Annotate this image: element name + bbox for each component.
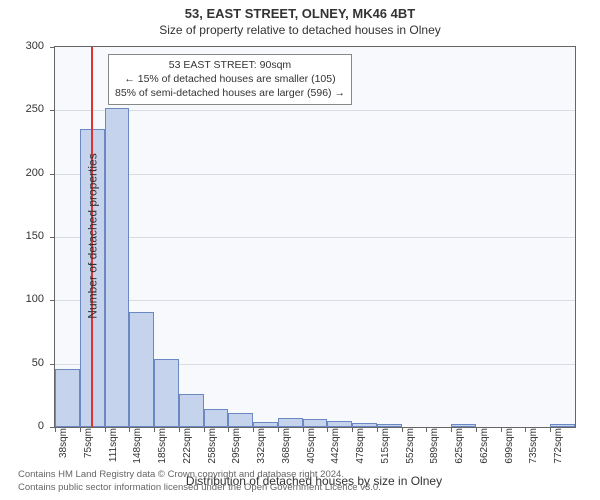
xtick-label: 295sqm (231, 428, 242, 464)
xtick-label: 552sqm (405, 428, 416, 464)
xtick-mark (253, 427, 254, 432)
histogram-bar (550, 424, 575, 427)
ytick-mark (50, 364, 55, 365)
xtick-mark (377, 427, 378, 432)
ytick-label: 150 (4, 230, 44, 242)
xtick-mark (501, 427, 502, 432)
xtick-mark (80, 427, 81, 432)
xtick-mark (129, 427, 130, 432)
xtick-label: 222sqm (182, 428, 193, 464)
xtick-mark (204, 427, 205, 432)
ytick-label: 0 (4, 420, 44, 432)
footer-line2: Contains public sector information licen… (18, 482, 381, 494)
histogram-bar (352, 423, 377, 427)
xtick-label: 772sqm (553, 428, 564, 464)
histogram-bar (129, 312, 154, 427)
xtick-mark (451, 427, 452, 432)
y-axis-label: Number of detached properties (86, 153, 100, 318)
xtick-label: 75sqm (83, 428, 94, 458)
histogram-bar (204, 409, 229, 427)
gridline (55, 237, 575, 238)
xtick-label: 38sqm (58, 428, 69, 458)
ytick-label: 250 (4, 103, 44, 115)
annotation-line2: ← 15% of detached houses are smaller (10… (115, 72, 345, 86)
ytick-mark (50, 110, 55, 111)
xtick-label: 368sqm (281, 428, 292, 464)
xtick-mark (179, 427, 180, 432)
footer-line1: Contains HM Land Registry data © Crown c… (18, 469, 381, 481)
xtick-mark (476, 427, 477, 432)
chart: Number of detached properties Distributi… (54, 46, 574, 426)
xtick-mark (154, 427, 155, 432)
gridline (55, 174, 575, 175)
xtick-label: 662sqm (479, 428, 490, 464)
ytick-label: 50 (4, 357, 44, 369)
histogram-bar (55, 369, 80, 427)
xtick-mark (525, 427, 526, 432)
xtick-label: 148sqm (132, 428, 143, 464)
xtick-label: 405sqm (306, 428, 317, 464)
xtick-mark (278, 427, 279, 432)
histogram-bar (451, 424, 476, 427)
xtick-mark (550, 427, 551, 432)
xtick-label: 625sqm (454, 428, 465, 464)
xtick-label: 258sqm (207, 428, 218, 464)
gridline (55, 300, 575, 301)
histogram-bar (303, 419, 328, 427)
xtick-mark (426, 427, 427, 432)
xtick-label: 442sqm (330, 428, 341, 464)
xtick-label: 111sqm (108, 428, 119, 462)
ytick-label: 100 (4, 293, 44, 305)
xtick-mark (327, 427, 328, 432)
xtick-label: 735sqm (528, 428, 539, 464)
ytick-mark (50, 174, 55, 175)
xtick-label: 699sqm (504, 428, 515, 464)
footer-text: Contains HM Land Registry data © Crown c… (18, 469, 381, 494)
title-sub: Size of property relative to detached ho… (0, 23, 600, 37)
xtick-mark (55, 427, 56, 432)
xtick-mark (402, 427, 403, 432)
histogram-bar (179, 394, 204, 427)
ytick-mark (50, 300, 55, 301)
xtick-mark (303, 427, 304, 432)
xtick-label: 515sqm (380, 428, 391, 464)
xtick-mark (352, 427, 353, 432)
xtick-mark (105, 427, 106, 432)
annotation-line1: 53 EAST STREET: 90sqm (115, 58, 345, 72)
histogram-bar (253, 422, 278, 427)
annotation-box: 53 EAST STREET: 90sqm ← 15% of detached … (108, 54, 352, 105)
xtick-label: 185sqm (157, 428, 168, 464)
histogram-bar (278, 418, 303, 427)
histogram-bar (154, 359, 179, 427)
xtick-label: 478sqm (355, 428, 366, 464)
ytick-label: 200 (4, 167, 44, 179)
histogram-bar (327, 421, 352, 427)
gridline (55, 110, 575, 111)
histogram-bar (377, 424, 402, 427)
xtick-mark (228, 427, 229, 432)
xtick-label: 332sqm (256, 428, 267, 464)
annotation-line3: 85% of semi-detached houses are larger (… (115, 86, 345, 100)
ytick-mark (50, 47, 55, 48)
xtick-label: 589sqm (429, 428, 440, 464)
ytick-label: 300 (4, 40, 44, 52)
histogram-bar (105, 108, 130, 427)
ytick-mark (50, 237, 55, 238)
histogram-bar (228, 413, 253, 427)
title-main: 53, EAST STREET, OLNEY, MK46 4BT (0, 0, 600, 21)
